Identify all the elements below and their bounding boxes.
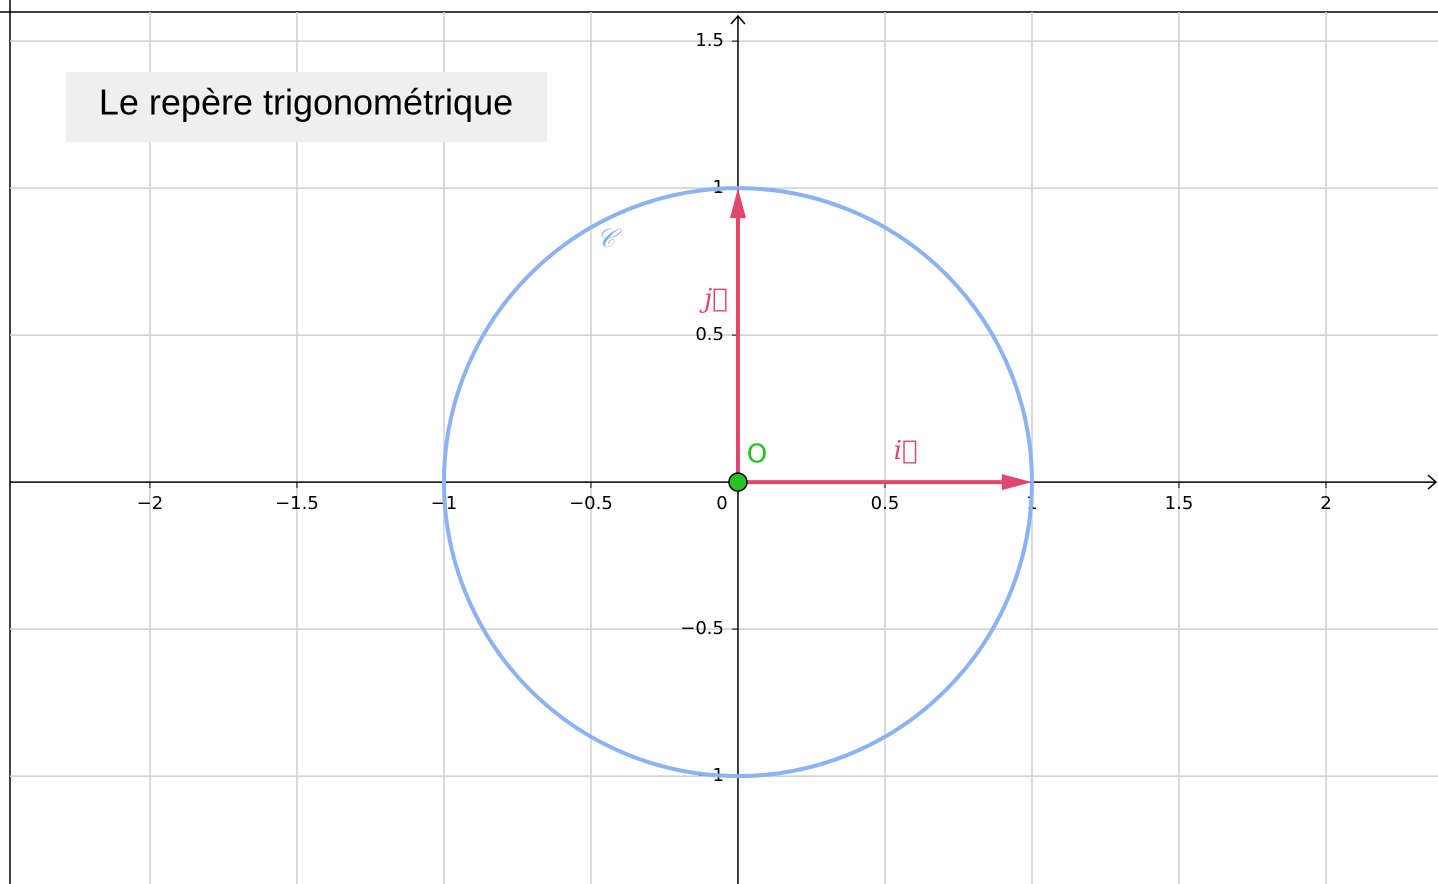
y-tick-label: 1.5 <box>695 30 724 51</box>
title-box <box>66 72 547 142</box>
circle-label: 𝒞 <box>597 224 623 254</box>
point <box>728 472 748 492</box>
y-tick-label: −0.5 <box>680 618 724 639</box>
point-label: O <box>747 440 767 470</box>
x-tick-label: 1.5 <box>1165 493 1194 514</box>
title: Le repère trigonométrique <box>99 82 513 123</box>
y-tick-label: 0.5 <box>695 324 724 345</box>
x-tick-label: 2 <box>1320 493 1331 514</box>
objects: 𝒞i⃗ j⃗ O <box>441 186 1034 779</box>
x-tick-label: 0.5 <box>871 493 900 514</box>
vector-head <box>729 188 746 219</box>
x-tick-label: −2 <box>137 493 164 514</box>
x-axis-arrow <box>1427 474 1438 490</box>
grid: −2 −1.5 −1 −0.5 0 0.5 1 1.5 2−1−0.50.511.5 <box>10 12 1438 884</box>
x-tick-label: −1.5 <box>275 493 319 514</box>
y-axis-arrow <box>730 14 746 25</box>
vector-label: j⃗ <box>699 284 728 314</box>
x-tick-label: 0 <box>716 493 727 514</box>
vector-head <box>1001 474 1032 491</box>
vector-label: i⃗ <box>894 436 918 466</box>
x-tick-label: −0.5 <box>569 493 613 514</box>
